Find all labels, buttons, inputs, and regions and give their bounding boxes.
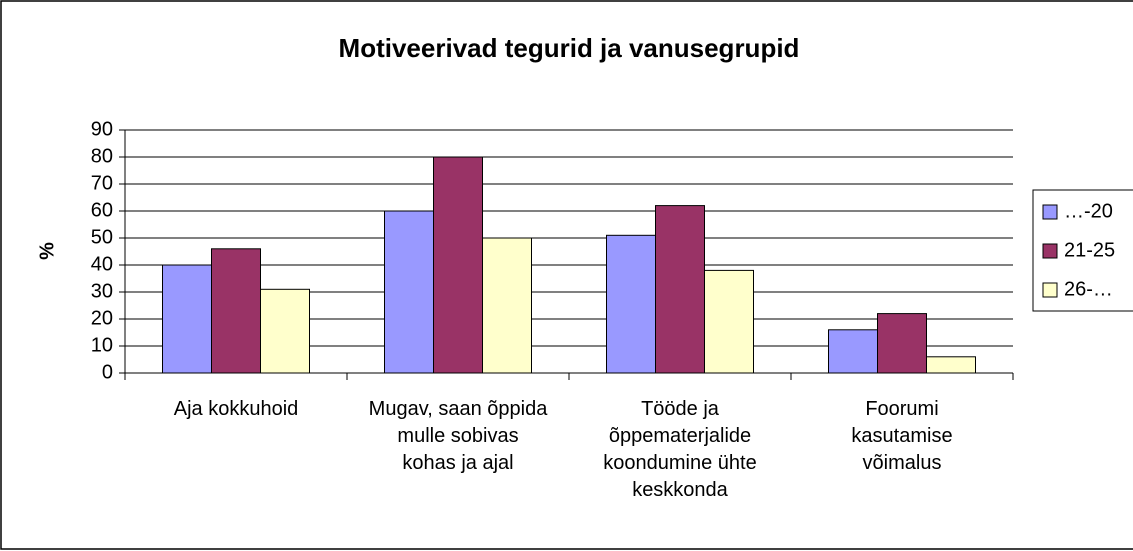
legend-swatch [1042,282,1058,298]
x-tick-label: Tööde ja õppematerjalide koondumine ühte… [603,398,757,501]
x-tick-label: Aja kokkuhoid [173,398,299,420]
legend-swatch [1042,243,1058,259]
legend-label: 21-25 [1064,239,1115,261]
y-tick-label: 60 [91,199,113,221]
bar [260,288,310,374]
y-tick-label: 10 [91,334,113,356]
y-tick-label: 50 [91,226,113,248]
y-tick-label: 0 [102,361,113,383]
y-tick-label: 40 [91,253,113,275]
bar [828,329,878,374]
y-axis-label: % [36,242,58,260]
bar [433,156,483,374]
y-tick-label: 30 [91,280,113,302]
bar [606,234,656,374]
bar [384,210,434,374]
y-tick-label: 90 [91,118,113,140]
bar [482,237,532,374]
bar [162,264,212,374]
y-tick-label: 20 [91,307,113,329]
legend-swatch [1042,204,1058,220]
y-tick-label: 70 [91,172,113,194]
legend-label: …-20 [1064,200,1113,222]
chart-title: Motiveerivad tegurid ja vanusegrupid [339,33,800,63]
bar [211,248,261,374]
bar [926,356,976,374]
y-tick-label: 80 [91,145,113,167]
bar [877,313,927,374]
bar [655,205,705,374]
legend-label: 26-… [1064,278,1113,300]
bar [704,269,754,374]
x-tick-label: Foorumi kasutamise võimalus [851,398,953,474]
x-tick-label: Mugav, saan õppida mulle sobivas kohas j… [368,398,548,474]
